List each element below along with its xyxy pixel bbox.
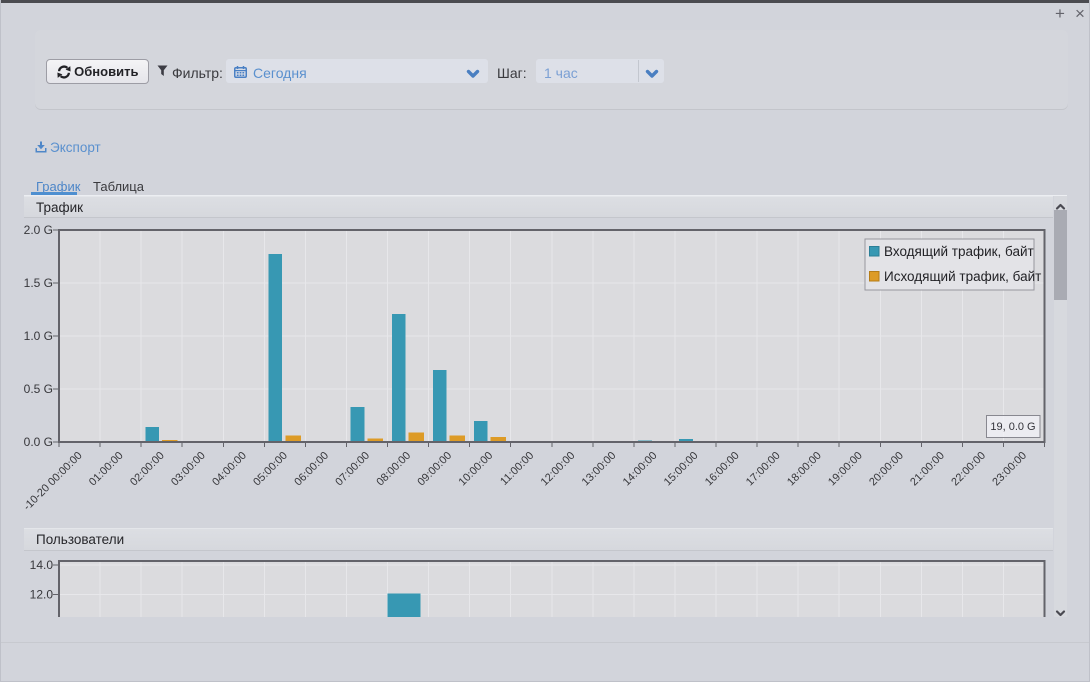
svg-text:19, 0.0 G: 19, 0.0 G <box>990 421 1035 433</box>
svg-text:15:00:00: 15:00:00 <box>662 450 701 489</box>
svg-text:13:00:00: 13:00:00 <box>580 450 619 489</box>
svg-text:16:00:00: 16:00:00 <box>703 450 742 489</box>
svg-text:0.0 G: 0.0 G <box>24 435 53 449</box>
svg-text:1.0 G: 1.0 G <box>24 329 53 343</box>
svg-text:11:00:00: 11:00:00 <box>498 450 536 488</box>
svg-text:12:00:00: 12:00:00 <box>539 450 578 489</box>
svg-text:04:00:00: 04:00:00 <box>210 450 249 489</box>
svg-text:06:00:00: 06:00:00 <box>292 450 331 489</box>
svg-text:10:00:00: 10:00:00 <box>457 450 496 489</box>
svg-text:23:00:00: 23:00:00 <box>990 450 1029 489</box>
svg-text:19:00:00: 19:00:00 <box>826 450 865 489</box>
svg-text:01:00:00: 01:00:00 <box>87 450 126 489</box>
svg-text:05:00:00: 05:00:00 <box>251 450 290 489</box>
svg-text:03:00:00: 03:00:00 <box>169 450 208 489</box>
svg-text:Входящий трафик, байт: Входящий трафик, байт <box>884 244 1034 259</box>
svg-text:17:00:00: 17:00:00 <box>744 450 783 489</box>
svg-text:14.0: 14.0 <box>30 558 54 572</box>
svg-text:14:00:00: 14:00:00 <box>621 450 660 489</box>
svg-text:09:00:00: 09:00:00 <box>415 450 454 489</box>
svg-text:02:00:00: 02:00:00 <box>128 450 167 489</box>
svg-text:07:00:00: 07:00:00 <box>333 450 372 489</box>
svg-text:Исходящий трафик, байт: Исходящий трафик, байт <box>884 269 1041 284</box>
svg-text:22:00:00: 22:00:00 <box>949 450 988 489</box>
svg-text:1.5 G: 1.5 G <box>24 276 53 290</box>
svg-text:12.0: 12.0 <box>30 588 54 602</box>
svg-text:18:00:00: 18:00:00 <box>785 450 824 489</box>
svg-text:-10-20 00:00:00: -10-20 00:00:00 <box>24 450 85 513</box>
svg-text:08:00:00: 08:00:00 <box>374 450 413 489</box>
svg-text:2.0 G: 2.0 G <box>24 223 53 237</box>
svg-text:0.5 G: 0.5 G <box>24 382 53 396</box>
svg-text:20:00:00: 20:00:00 <box>867 450 906 489</box>
svg-text:21:00:00: 21:00:00 <box>908 450 947 489</box>
